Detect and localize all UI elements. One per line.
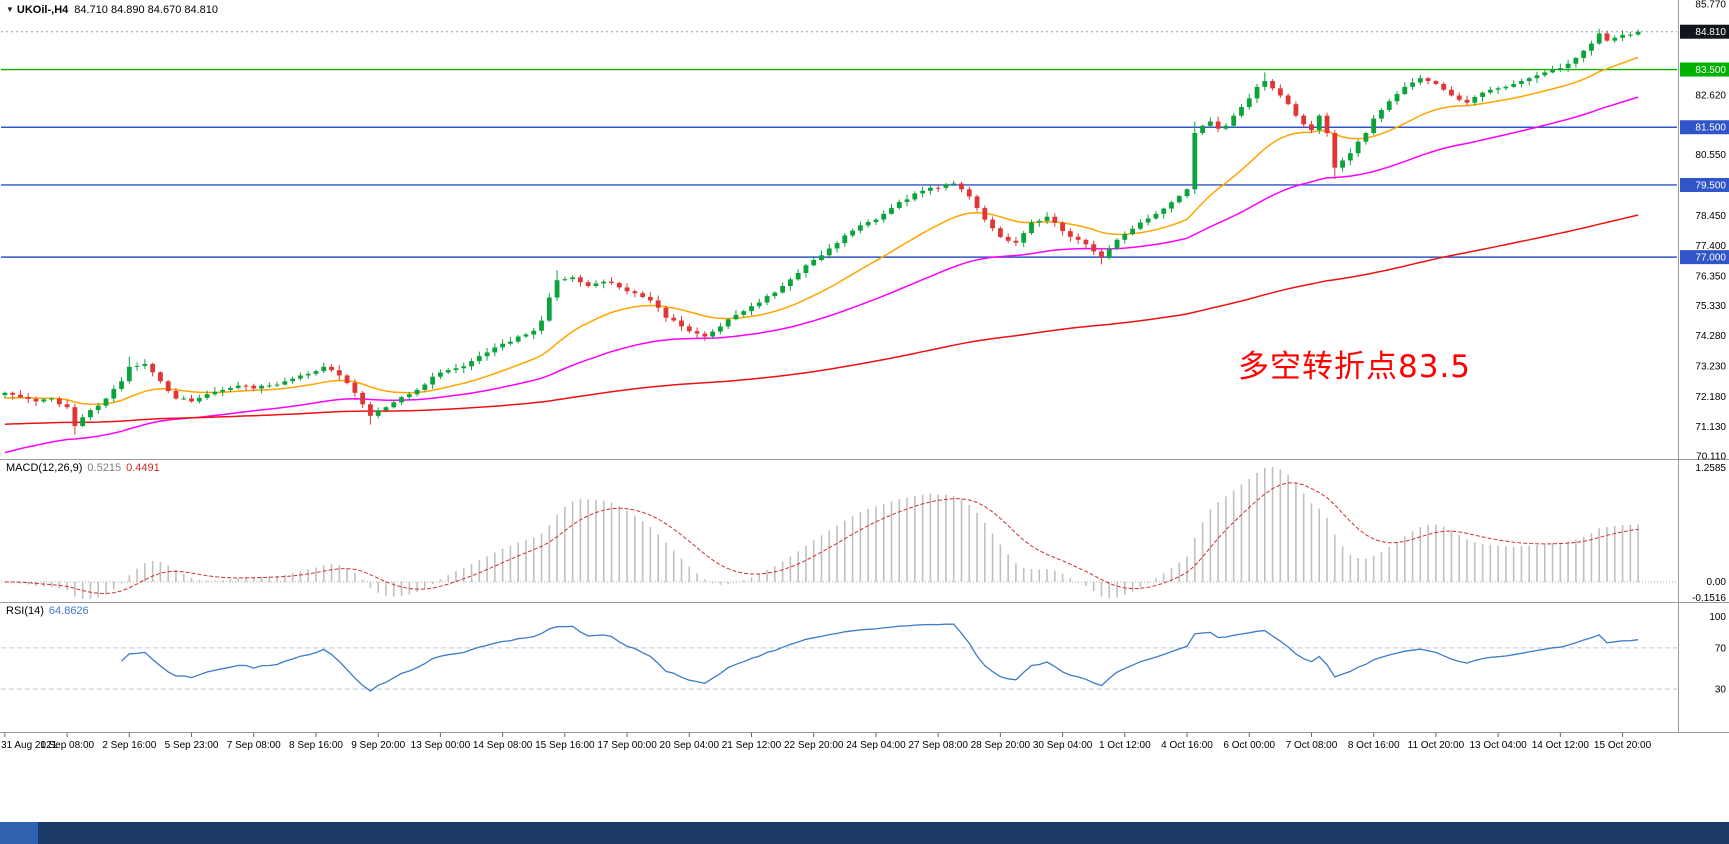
svg-text:9 Sep 20:00: 9 Sep 20:00 — [351, 740, 405, 751]
svg-text:84.810: 84.810 — [1695, 27, 1726, 38]
svg-text:4 Oct 16:00: 4 Oct 16:00 — [1161, 740, 1213, 751]
rsi-name: RSI(14) — [6, 605, 44, 617]
svg-text:27 Sep 08:00: 27 Sep 08:00 — [908, 740, 968, 751]
svg-text:17 Sep 00:00: 17 Sep 00:00 — [597, 740, 657, 751]
svg-text:100: 100 — [1709, 612, 1726, 623]
svg-text:70.110: 70.110 — [1696, 452, 1726, 463]
svg-text:5 Sep 23:00: 5 Sep 23:00 — [165, 740, 219, 751]
svg-text:76.350: 76.350 — [1695, 271, 1726, 282]
svg-text:77.000: 77.000 — [1695, 253, 1726, 264]
svg-text:72.180: 72.180 — [1695, 392, 1726, 403]
svg-text:75.330: 75.330 — [1695, 301, 1726, 312]
bottom-bar-accent[interactable] — [0, 822, 38, 844]
svg-text:6 Oct 00:00: 6 Oct 00:00 — [1223, 740, 1275, 751]
macd-signal-value: 0.4491 — [126, 462, 160, 474]
rsi-panel: 100 70 30 — [1, 612, 1726, 696]
svg-text:30 Sep 04:00: 30 Sep 04:00 — [1033, 740, 1093, 751]
svg-text:73.230: 73.230 — [1695, 361, 1726, 372]
svg-text:0.00: 0.00 — [1707, 577, 1727, 588]
svg-text:24 Sep 04:00: 24 Sep 04:00 — [846, 740, 906, 751]
svg-text:77.400: 77.400 — [1695, 241, 1726, 252]
svg-text:1 Oct 12:00: 1 Oct 12:00 — [1099, 740, 1151, 751]
svg-text:31 Aug 2021: 31 Aug 2021 — [1, 740, 58, 751]
candles-layer — [2, 29, 1641, 435]
svg-text:83.500: 83.500 — [1695, 65, 1726, 76]
svg-text:80.550: 80.550 — [1695, 150, 1726, 161]
svg-text:1 Sep 08:00: 1 Sep 08:00 — [40, 740, 94, 751]
svg-text:74.280: 74.280 — [1695, 331, 1726, 342]
svg-text:71.130: 71.130 — [1695, 422, 1726, 433]
svg-text:8 Sep 16:00: 8 Sep 16:00 — [289, 740, 343, 751]
panel-separators — [0, 0, 1729, 733]
svg-text:30: 30 — [1715, 685, 1727, 696]
symbol-dropdown-icon[interactable]: ▼ — [6, 5, 14, 14]
svg-text:15 Oct 20:00: 15 Oct 20:00 — [1594, 740, 1652, 751]
rsi-indicator-label: RSI(14) 64.8626 — [6, 605, 89, 617]
hlines-layer — [1, 31, 1677, 258]
svg-text:28 Sep 20:00: 28 Sep 20:00 — [971, 740, 1031, 751]
svg-text:70: 70 — [1715, 643, 1727, 654]
bottom-status-bar — [0, 822, 1729, 844]
chart-title: ▼ UKOil-,H4 84.710 84.890 84.670 84.810 — [6, 4, 218, 16]
svg-text:21 Sep 12:00: 21 Sep 12:00 — [722, 740, 782, 751]
macd-panel: 1.2585 0.00 -0.1516 — [1, 463, 1726, 604]
macd-indicator-label: MACD(12,26,9) 0.5215 0.4491 — [6, 462, 160, 474]
svg-text:7 Oct 08:00: 7 Oct 08:00 — [1286, 740, 1338, 751]
symbol-timeframe-label: UKOil-,H4 — [16, 4, 69, 16]
ohlc-readout: 84.710 84.890 84.670 84.810 — [74, 4, 219, 16]
svg-text:20 Sep 04:00: 20 Sep 04:00 — [660, 740, 720, 751]
svg-text:11 Oct 20:00: 11 Oct 20:00 — [1408, 740, 1465, 751]
svg-text:14 Sep 08:00: 14 Sep 08:00 — [473, 740, 533, 751]
annotation-text: 多空转折点83.5 — [1238, 349, 1472, 385]
price-axis: 85.770 84.810 83.500 82.620 81.500 80.550 79.5… — [1680, 0, 1729, 463]
svg-text:14 Oct 12:00: 14 Oct 12:00 — [1532, 740, 1590, 751]
svg-text:13 Oct 04:00: 13 Oct 04:00 — [1469, 740, 1527, 751]
svg-text:2 Sep 16:00: 2 Sep 16:00 — [102, 740, 156, 751]
svg-text:85.770: 85.770 — [1695, 0, 1726, 11]
svg-text:-0.1516: -0.1516 — [1692, 593, 1726, 604]
rsi-value: 64.8626 — [48, 605, 89, 617]
svg-text:78.450: 78.450 — [1695, 211, 1726, 222]
svg-text:81.500: 81.500 — [1695, 123, 1726, 134]
svg-text:7 Sep 08:00: 7 Sep 08:00 — [227, 740, 281, 751]
svg-text:82.620: 82.620 — [1695, 90, 1726, 101]
chart-canvas[interactable]: 85.770 84.810 83.500 82.620 81.500 80.550 79.5… — [0, 0, 1729, 760]
svg-text:1.2585: 1.2585 — [1695, 463, 1726, 474]
svg-text:15 Sep 16:00: 15 Sep 16:00 — [535, 740, 595, 751]
macd-main-value: 0.5215 — [87, 462, 122, 474]
svg-text:13 Sep 00:00: 13 Sep 00:00 — [411, 740, 471, 751]
svg-text:22 Sep 20:00: 22 Sep 20:00 — [784, 740, 844, 751]
macd-name: MACD(12,26,9) — [6, 462, 83, 474]
svg-text:79.500: 79.500 — [1695, 180, 1726, 191]
svg-text:8 Oct 16:00: 8 Oct 16:00 — [1348, 740, 1400, 751]
